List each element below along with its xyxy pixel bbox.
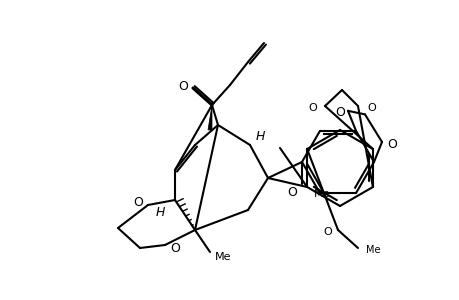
- Text: Me: Me: [313, 189, 330, 199]
- Polygon shape: [207, 105, 212, 130]
- Text: O: O: [323, 227, 332, 237]
- Text: O: O: [308, 103, 317, 113]
- Text: O: O: [334, 106, 344, 119]
- Text: Me: Me: [214, 252, 231, 262]
- Text: O: O: [286, 185, 297, 199]
- Text: O: O: [170, 242, 179, 256]
- Text: H: H: [155, 206, 164, 218]
- Text: O: O: [178, 80, 188, 92]
- Text: Me: Me: [365, 245, 380, 255]
- Text: O: O: [386, 137, 396, 151]
- Text: O: O: [133, 196, 143, 209]
- Text: H: H: [255, 130, 264, 143]
- Text: O: O: [367, 103, 375, 113]
